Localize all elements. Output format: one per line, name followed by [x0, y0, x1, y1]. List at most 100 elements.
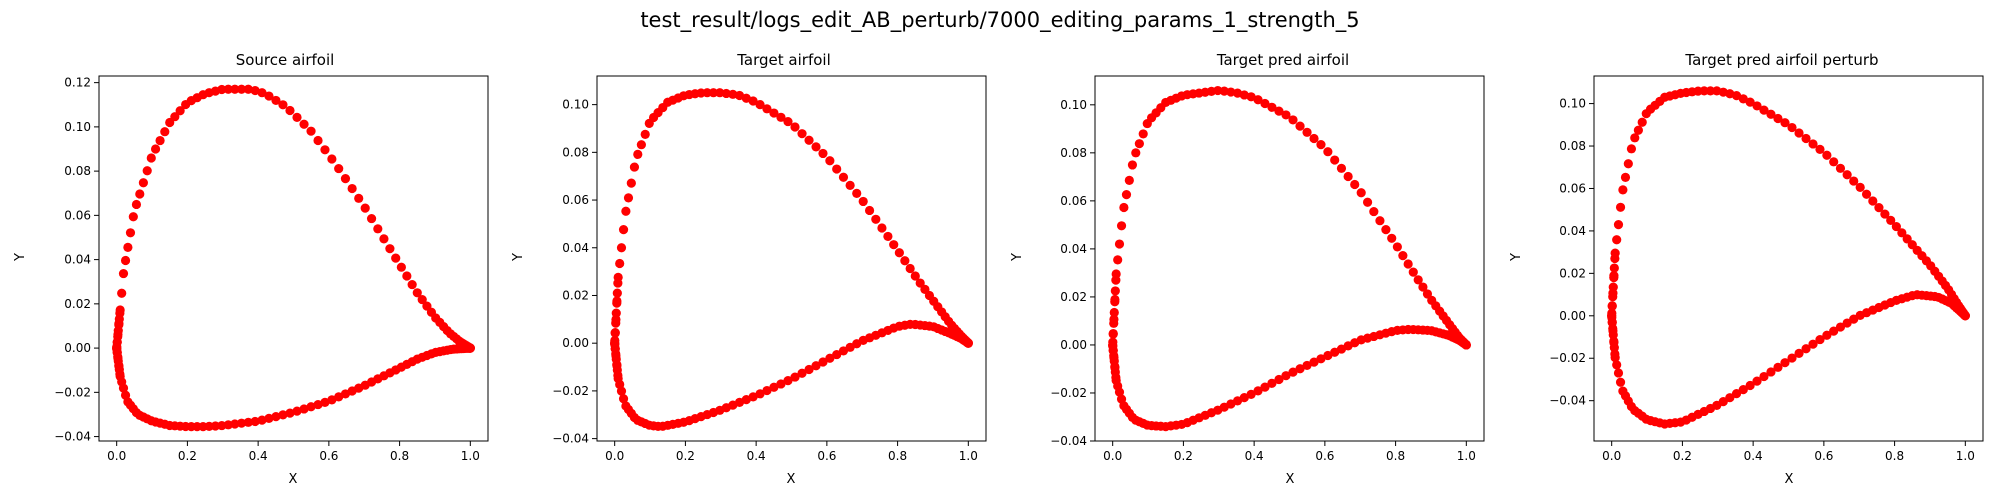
upper-surface-point [1134, 139, 1144, 149]
lower-surface-point [1759, 371, 1769, 382]
upper-surface-point [804, 135, 814, 145]
upper-surface-point [1766, 109, 1776, 119]
lower-surface-point [1267, 378, 1277, 388]
lower-surface-point [1114, 387, 1125, 397]
upper-surface-point [1274, 106, 1284, 116]
x-tick-label: 0.8 [390, 449, 409, 463]
upper-surface-point [708, 88, 719, 98]
upper-surface-point [1773, 113, 1783, 124]
upper-surface-point [150, 144, 161, 154]
panel-title: Target airfoil [736, 51, 831, 69]
lower-surface-point [313, 399, 323, 410]
y-tick-label: −0.02 [552, 384, 589, 398]
lower-surface-point [1808, 339, 1818, 349]
lower-surface-point [1829, 326, 1839, 336]
upper-surface-point [1842, 170, 1852, 180]
x-tick-label: 0.0 [107, 449, 126, 463]
upper-surface-point [811, 142, 821, 152]
lower-surface-point [1309, 357, 1319, 367]
lower-surface-point [1738, 385, 1748, 395]
y-tick-label: 0.06 [1060, 194, 1087, 208]
y-tick-label: 0.02 [1060, 290, 1087, 304]
upper-surface-point [1336, 163, 1347, 173]
upper-surface-point [1281, 110, 1291, 120]
x-tick-label: 0.8 [888, 449, 907, 463]
upper-surface-point [1267, 102, 1277, 112]
y-tick-label: −0.02 [1050, 386, 1087, 400]
upper-surface-point [1630, 133, 1640, 143]
upper-surface-point [306, 126, 316, 136]
upper-surface-point [1794, 128, 1804, 138]
upper-surface-point [373, 224, 383, 234]
upper-surface-point [1413, 275, 1423, 285]
upper-surface-point [769, 108, 779, 118]
lower-surface-point [1302, 360, 1312, 371]
airfoil-points [1108, 85, 1471, 432]
upper-surface-point [633, 149, 643, 160]
upper-surface-point [1835, 163, 1846, 173]
lower-surface-point [755, 389, 765, 399]
upper-surface-point [1356, 188, 1366, 198]
lower-surface-point [1615, 377, 1626, 387]
upper-surface-point [845, 180, 855, 190]
upper-surface-point [1362, 197, 1373, 207]
x-tick-label: 0.4 [249, 449, 268, 463]
lower-surface-point [804, 364, 814, 375]
lower-surface-point [271, 412, 281, 422]
upper-surface-point [877, 223, 887, 233]
upper-surface-point [864, 205, 875, 216]
y-tick-label: −0.02 [1549, 351, 1586, 365]
upper-surface-point [327, 154, 337, 164]
upper-surface-point [818, 148, 828, 159]
y-tick-label: −0.02 [54, 385, 91, 399]
upper-surface-point [623, 193, 634, 203]
x-tick-label: 0.4 [1744, 449, 1763, 463]
upper-surface-point [1109, 307, 1119, 318]
x-tick-label: 0.8 [1885, 449, 1904, 463]
x-tick-label: 0.0 [605, 449, 624, 463]
upper-surface-point [1829, 157, 1839, 167]
y-tick-label: 0.06 [64, 208, 91, 222]
upper-surface-point [1121, 189, 1132, 200]
upper-surface-point [271, 95, 281, 106]
upper-surface-point [1246, 92, 1256, 102]
upper-surface-point [1608, 292, 1618, 302]
lower-surface-point [797, 368, 807, 378]
upper-surface-point [407, 279, 417, 290]
upper-surface-point [1109, 318, 1119, 328]
upper-surface-point [1350, 179, 1360, 190]
upper-surface-point [1613, 220, 1624, 230]
upper-surface-point [1607, 301, 1617, 311]
upper-surface-point [762, 104, 772, 114]
upper-surface-point [1111, 275, 1121, 285]
lower-surface-point [1752, 376, 1762, 386]
lower-surface-point [1613, 368, 1624, 378]
lower-surface-point [118, 383, 129, 393]
upper-surface-point [1891, 221, 1901, 232]
panel-target-pred-airfoil-perturb: Target pred airfoil perturb X Y 0.0 0.2 0.… [1509, 51, 1984, 487]
y-axis-label: Y [1509, 253, 1524, 262]
x-axis-label: X [1785, 472, 1794, 487]
upper-surface-point [1253, 95, 1263, 105]
lower-surface-point [1787, 353, 1797, 363]
upper-surface-point [636, 140, 646, 150]
upper-surface-point [900, 256, 910, 266]
lower-surface-point [264, 413, 274, 423]
upper-surface-point [1612, 235, 1622, 245]
lower-surface-point [1835, 322, 1846, 332]
upper-surface-point [1316, 140, 1326, 150]
plot-area [596, 75, 987, 442]
x-tick-label: 0.2 [676, 449, 695, 463]
x-tick-label: 1.0 [1457, 449, 1476, 463]
lower-surface-point [1815, 334, 1825, 345]
lower-surface-point [285, 408, 295, 418]
upper-surface-point [894, 248, 904, 258]
upper-surface-point [883, 231, 893, 242]
upper-surface-point [1815, 144, 1825, 154]
upper-surface-point [915, 278, 925, 288]
panel-title: Target pred airfoil perturb [1684, 51, 1878, 69]
lower-surface-point [769, 382, 779, 392]
upper-surface-point [1608, 282, 1618, 292]
lower-surface-point [1801, 344, 1811, 354]
